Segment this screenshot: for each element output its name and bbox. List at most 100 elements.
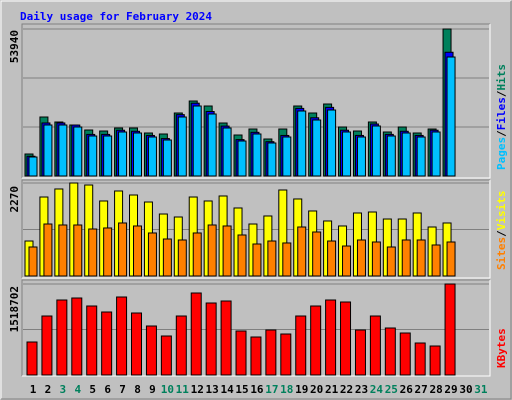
bar [297,226,307,277]
bar [282,242,292,277]
bar [446,56,456,177]
legend-separator: / [495,230,508,237]
bar [28,156,38,177]
bar [429,345,441,376]
legend-entry: Files [495,97,508,130]
legend-entry: Pages [495,137,508,170]
bar [147,232,157,277]
legend-entry: KBytes [495,328,508,368]
bar [118,222,128,277]
x-tick-label: 20 [310,383,323,396]
panel-bevel-light [22,280,491,377]
x-tick-label: 29 [444,383,457,396]
bar [28,246,38,277]
bar [414,342,426,376]
bar [58,224,68,277]
bar [386,135,396,177]
bar [386,246,396,277]
legend: Sites/Visits [495,191,508,271]
bar [327,240,337,277]
x-tick-label: 21 [325,383,339,396]
bar [103,135,113,177]
x-tick-label: 13 [206,383,219,396]
y-tick-label: 1518702 [8,286,21,332]
x-tick-label: 26 [400,383,414,396]
bar [312,231,322,277]
bar [190,292,202,376]
bar [235,330,247,376]
bar [88,228,98,277]
bar [73,224,83,277]
bar [43,223,53,277]
panel-bevel-dark [21,279,490,376]
x-tick-label: 11 [176,383,190,396]
x-tick-label: 3 [60,383,67,396]
bar [192,105,202,177]
bar [384,327,396,376]
x-tick-label: 7 [119,383,126,396]
x-tick-label: 9 [149,383,156,396]
bar [416,239,426,277]
bar [192,232,202,277]
bar [280,333,292,376]
bar [401,239,411,277]
x-tick-label: 14 [220,383,234,396]
bar [207,113,217,177]
bar [175,315,187,376]
legend-entry: Hits [495,64,508,91]
bar [252,133,262,177]
x-tick-label: 5 [89,383,96,396]
bar [369,315,381,376]
chart-title: Daily usage for February 2024 [20,10,212,23]
bar [342,245,352,277]
x-tick-label: 27 [415,383,428,396]
x-tick-label: 30 [459,383,472,396]
bar [325,299,337,376]
bar [416,136,426,177]
bar [103,227,113,277]
x-tick-label: 17 [265,383,278,396]
bar [250,336,262,376]
bar [431,131,441,177]
x-tick-label: 23 [355,383,368,396]
bar [222,127,232,177]
bar [342,131,352,177]
bar [371,241,381,277]
bar [160,335,172,376]
legend-entry: Visits [495,191,508,231]
bar [118,131,128,177]
bar [86,305,98,376]
bar [265,329,277,376]
bar [295,315,307,376]
bar [177,239,187,277]
x-tick-label: 24 [370,383,384,396]
bar [431,244,441,277]
x-tick-label: 28 [429,383,442,396]
legend: Pages/Files/Hits [495,64,508,170]
bar [356,239,366,277]
legend-entry: Sites [495,237,508,270]
bar [73,126,83,177]
x-tick-label: 22 [340,383,353,396]
bar [222,225,232,277]
bar [41,315,53,376]
bar [131,312,143,376]
x-tick-label: 31 [474,383,488,396]
legend-separator: / [495,130,508,137]
panel-bevel-light [22,180,491,279]
bar [267,142,277,177]
bar [252,243,262,277]
bar [133,132,143,177]
bar [207,224,217,277]
bar [354,329,366,376]
x-tick-label: 6 [104,383,111,396]
y-tick-label: 53940 [8,30,21,63]
bar [147,136,157,177]
bar [310,305,322,376]
bar [371,125,381,177]
bar [205,302,217,376]
x-tick-label: 16 [250,383,264,396]
bar [71,297,83,376]
bar [356,136,366,177]
